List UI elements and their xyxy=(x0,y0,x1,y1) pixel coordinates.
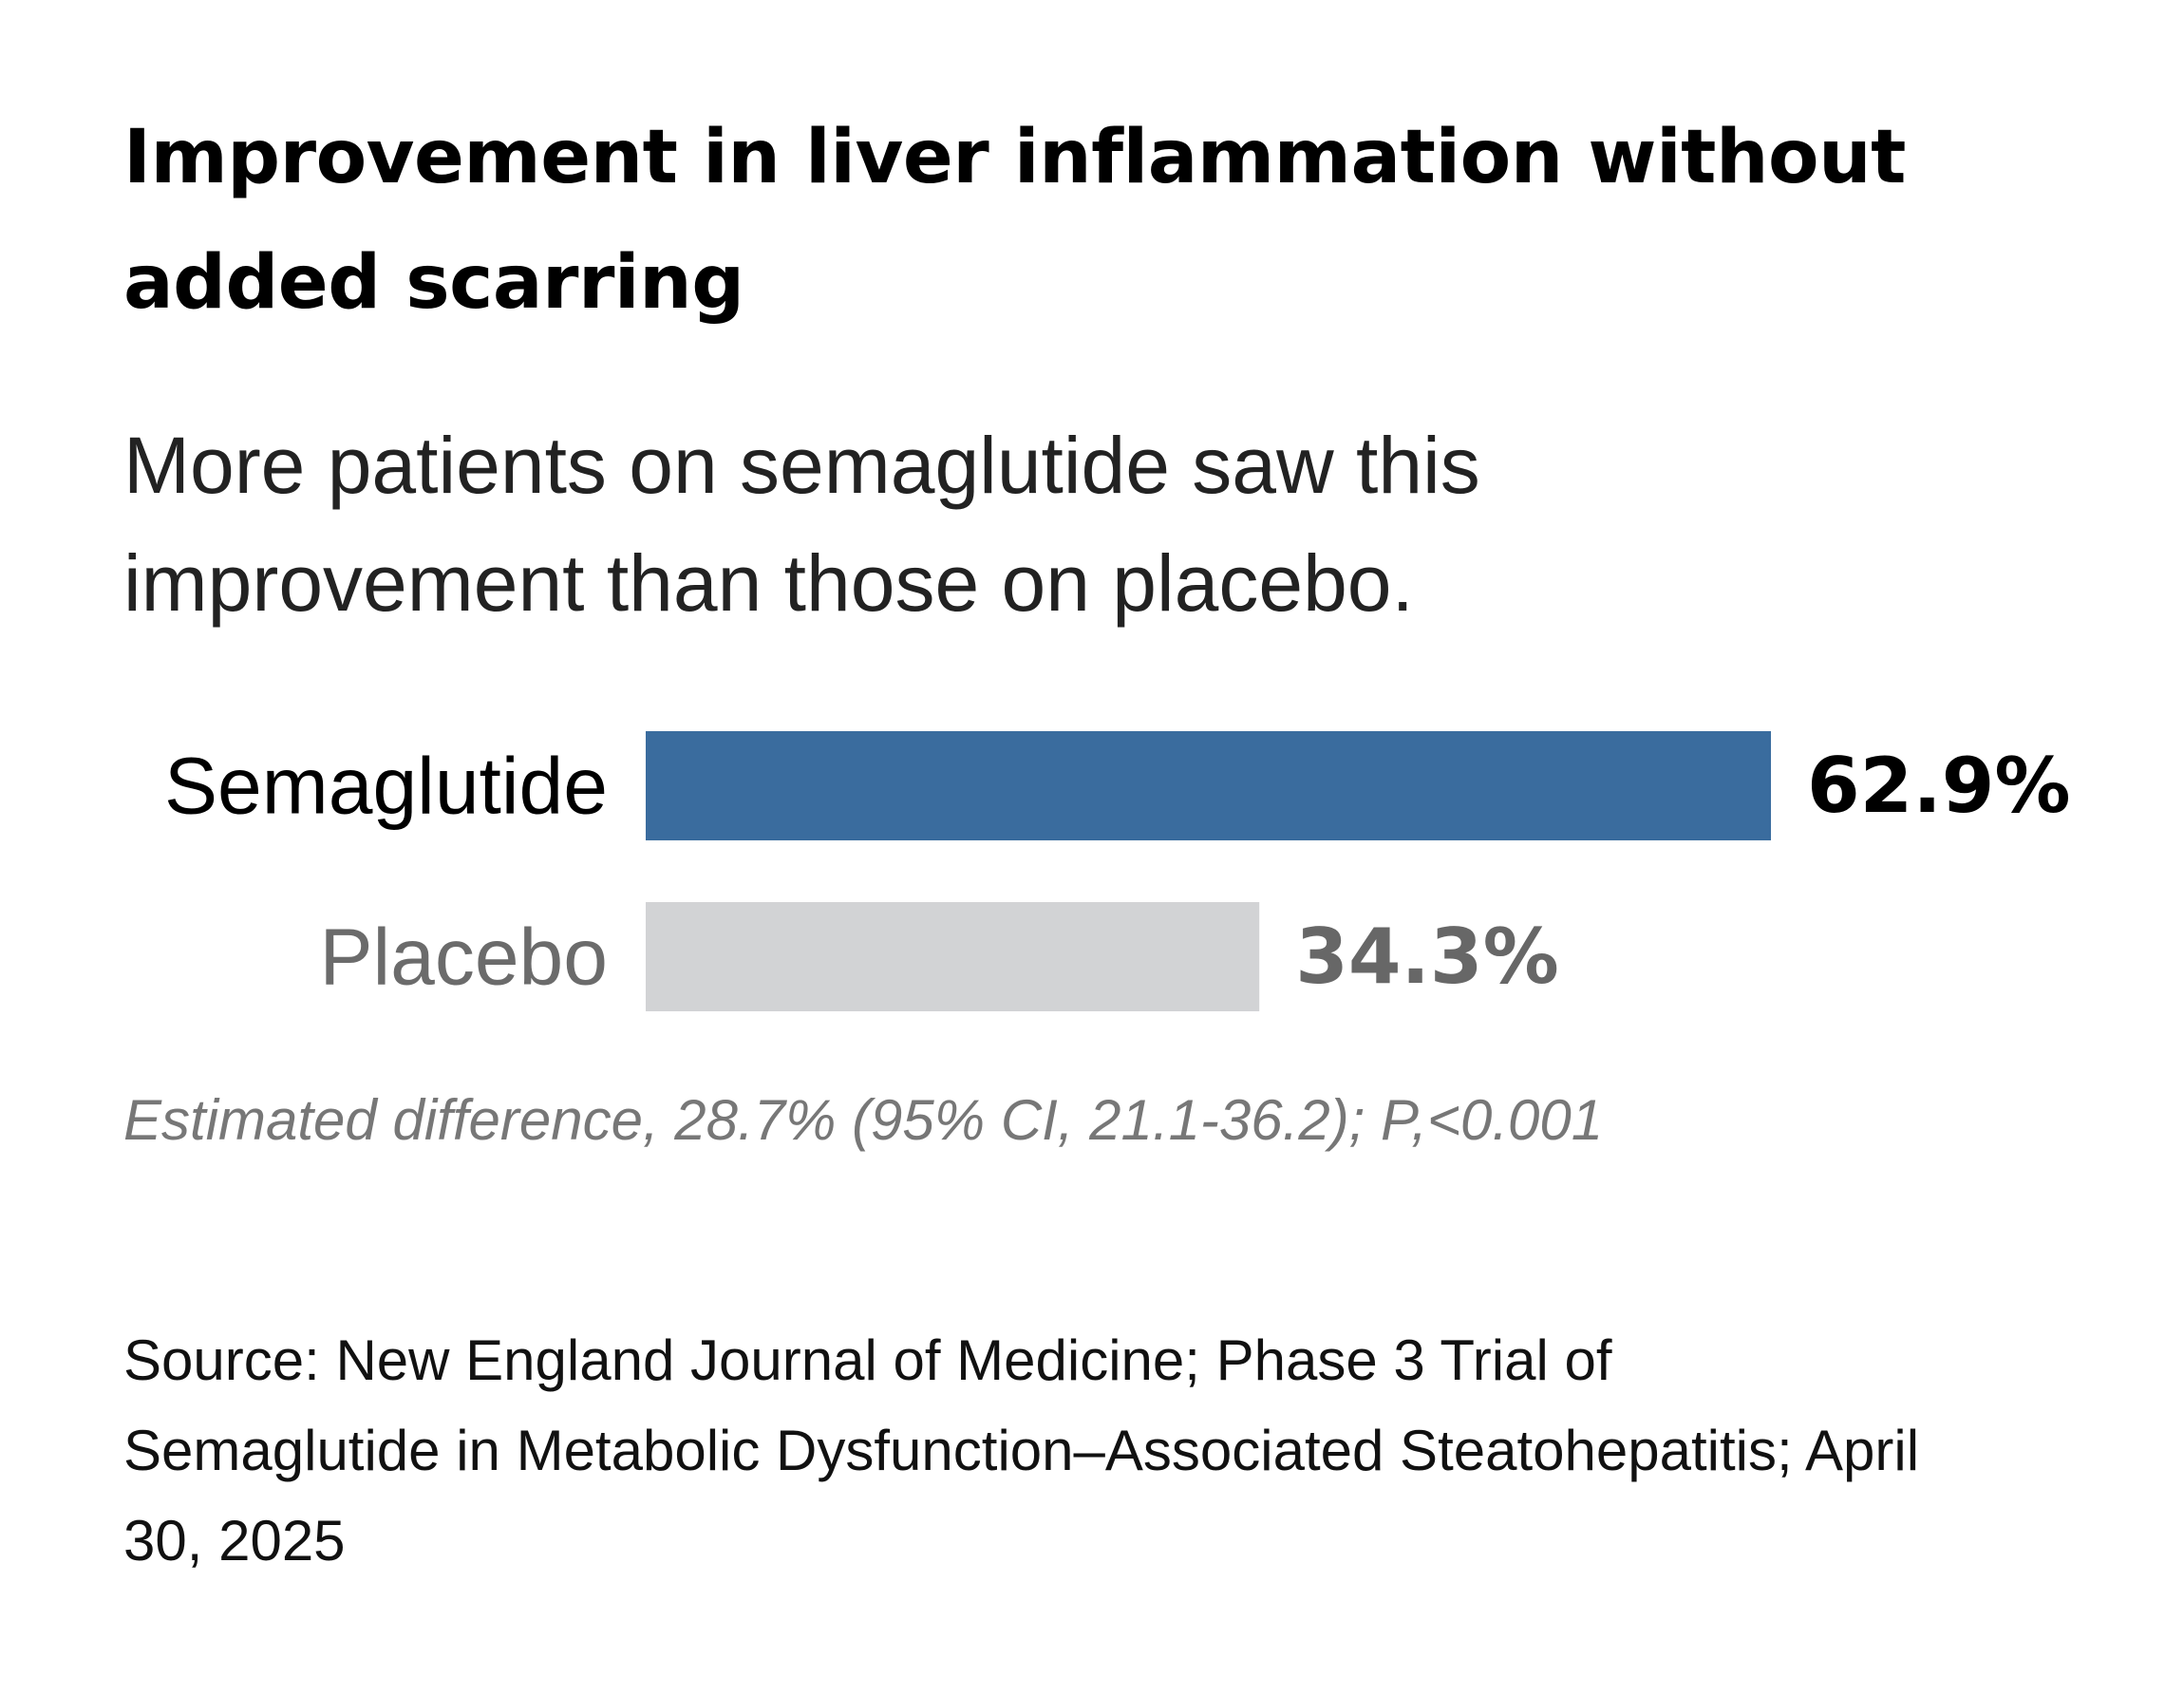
chart-title: Improvement in liver inflammation withou… xyxy=(123,115,1906,326)
bar-chart-svg: Semaglutide 62.9% Placebo 34.3% xyxy=(164,731,2071,1011)
value-label-placebo: 34.3% xyxy=(1295,913,1559,1001)
category-label-semaglutide: Semaglutide xyxy=(164,742,608,831)
statistical-note: Estimated difference, 28.7% (95% CI, 21.… xyxy=(123,1088,1604,1152)
bar-chart: Semaglutide 62.9% Placebo 34.3% xyxy=(0,703,2184,1045)
value-label-semaglutide: 62.9% xyxy=(1807,742,2071,830)
bar-placebo xyxy=(646,902,1260,1011)
source-note: Source: New England Journal of Medicine;… xyxy=(123,1328,1920,1573)
category-label-placebo: Placebo xyxy=(319,913,608,1002)
bar-semaglutide xyxy=(646,731,1771,840)
chart-subtitle: More patients on semaglutide saw this im… xyxy=(123,421,1480,628)
